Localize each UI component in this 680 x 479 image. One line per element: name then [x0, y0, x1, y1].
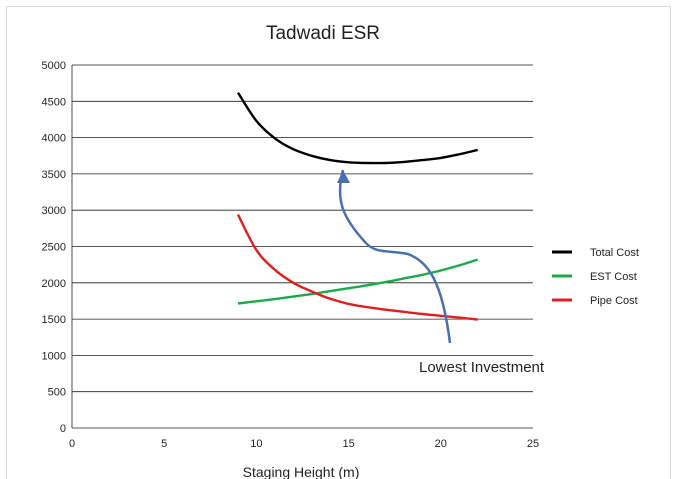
series-layer	[236, 91, 479, 321]
series-line-total-cost	[236, 91, 478, 165]
y-tick-label: 500	[48, 387, 66, 399]
legend: Total Cost EST Cost Pipe Cost	[552, 247, 639, 307]
x-tick-label: 15	[342, 438, 354, 450]
series-line-est-cost	[237, 258, 479, 305]
y-tick-label: 3500	[42, 169, 66, 181]
annotation-lowest-investment: Lowest Investment	[419, 359, 545, 376]
y-tick-label: 1500	[42, 314, 66, 326]
x-tick-label: 10	[250, 438, 262, 450]
legend-label-pipe-cost: Pipe Cost	[590, 295, 638, 307]
annotation-layer: Lowest Investment	[337, 169, 545, 376]
legend-label-total-cost: Total Cost	[590, 247, 639, 259]
arrow-head-icon	[337, 170, 350, 183]
x-tick-label: 5	[161, 438, 167, 450]
y-axis-ticks: 0 500 1000 1500 2000 2500 3000 3500 4000 4500 5000	[42, 60, 66, 435]
y-tick-label: 5000	[42, 60, 66, 72]
y-tick-label: 3000	[42, 205, 66, 217]
y-tick-label: 4000	[42, 133, 66, 145]
y-tick-label: 2500	[42, 242, 66, 254]
y-tick-label: 0	[60, 423, 66, 435]
y-tick-label: 4500	[42, 96, 66, 108]
legend-label-est-cost: EST Cost	[590, 271, 637, 283]
y-tick-label: 1000	[42, 350, 66, 362]
x-tick-label: 25	[527, 438, 539, 450]
lowest-investment-arrow	[338, 169, 452, 344]
x-tick-label: 0	[69, 438, 75, 450]
x-tick-label: 20	[435, 438, 447, 450]
x-axis-ticks: 0 5 10 15 20 25	[69, 438, 539, 450]
chart-title: Tadwadi ESR	[266, 23, 380, 44]
y-tick-label: 2000	[42, 278, 66, 290]
series-line-pipe-cost	[236, 214, 478, 321]
x-axis-label: Staging Height (m)	[243, 464, 360, 479]
chart-frame	[6, 6, 671, 479]
grid-lines	[71, 64, 533, 429]
